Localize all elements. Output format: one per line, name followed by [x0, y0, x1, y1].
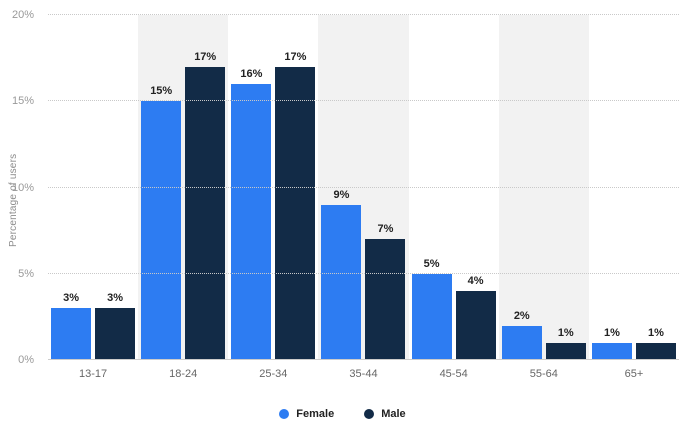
bar-group-25-34: 16% 17%: [231, 15, 316, 360]
legend-label-male: Male: [381, 408, 406, 420]
x-tick-label-13-17: 13-17: [79, 368, 108, 380]
bar-slot-female-25-34: 16%: [231, 15, 272, 360]
bar-value-label: 15%: [150, 85, 173, 98]
y-tick-label-15: 15%: [11, 95, 34, 108]
bar-female-18-24[interactable]: [141, 101, 182, 360]
gridline-20: [48, 14, 679, 15]
bar-slot-female-13-17: 3%: [51, 15, 92, 360]
bar-slot-female-45-54: 5%: [411, 15, 452, 360]
plot-area: 3% 3% 15% 17% 16% 17% 9% 7% 5% 4% 2% 1% 1% 1%: [48, 14, 679, 360]
y-tick-label-5: 5%: [18, 267, 34, 280]
bar-slot-male-25-34: 17%: [275, 15, 316, 360]
legend-label-female: Female: [296, 408, 335, 420]
bar-female-13-17[interactable]: [51, 308, 92, 360]
bar-value-label: 1%: [647, 326, 664, 339]
bar-female-35-44[interactable]: [321, 204, 362, 360]
bar-slot-male-65+: 1%: [635, 15, 676, 360]
x-tick-label-25-34: 25-34: [259, 368, 288, 380]
bar-value-label: 5%: [423, 257, 440, 270]
category-column-25-34: 16% 17%: [228, 15, 318, 360]
bar-value-label: 3%: [63, 292, 80, 305]
bar-value-label: 4%: [467, 275, 484, 287]
bar-group-55-64: 2% 1%: [501, 15, 586, 360]
y-axis-ticks: 0% 5% 10% 15% 20%: [0, 9, 42, 366]
y-tick-label-10: 10%: [11, 181, 34, 194]
bar-group-18-24: 15% 17%: [141, 15, 226, 360]
bar-female-45-54[interactable]: [411, 273, 452, 360]
category-column-18-24: 15% 17%: [138, 15, 229, 360]
bar-male-55-64[interactable]: [545, 342, 586, 360]
bar-female-25-34[interactable]: [231, 84, 272, 360]
category-column-35-44: 9% 7%: [318, 15, 409, 360]
legend-marker-female: [279, 409, 290, 419]
bar-male-13-17[interactable]: [95, 308, 136, 360]
bar-value-label: 2%: [513, 309, 530, 322]
x-axis-baseline: [48, 359, 679, 360]
x-tick-label-35-44: 35-44: [349, 368, 378, 380]
bar-slot-male-55-64: 1%: [545, 15, 586, 360]
bar-slot-female-65+: 1%: [591, 15, 632, 360]
legend-item-male[interactable]: Male: [364, 408, 406, 420]
bar-group-35-44: 9% 7%: [321, 15, 406, 360]
bar-male-18-24[interactable]: [185, 66, 226, 360]
bar-value-label: 16%: [240, 68, 263, 80]
gridline-5: [48, 272, 679, 274]
bar-male-25-34[interactable]: [275, 66, 316, 360]
bar-value-label: 17%: [194, 50, 217, 63]
category-column-55-64: 2% 1%: [498, 15, 589, 360]
bar-value-label: 7%: [377, 223, 394, 236]
bar-value-label: 1%: [557, 326, 574, 339]
bar-value-label: 1%: [603, 326, 620, 339]
x-axis-labels: 13-17 18-24 25-34 35-44 45-54 55-64 65+: [48, 368, 679, 384]
x-tick-label-65+: 65+: [624, 368, 644, 380]
bar-value-label: 17%: [284, 50, 307, 63]
bar-slot-male-18-24: 17%: [185, 15, 226, 360]
bar-female-55-64[interactable]: [501, 325, 542, 360]
x-tick-label-55-64: 55-64: [529, 368, 558, 380]
bar-value-label: 9%: [333, 188, 350, 201]
legend: Female Male: [0, 404, 685, 424]
bar-group-65+: 1% 1%: [591, 15, 676, 360]
bar-group-45-54: 5% 4%: [411, 15, 496, 360]
bar-male-65+[interactable]: [635, 342, 676, 360]
legend-marker-male: [364, 409, 375, 419]
bar-slot-male-13-17: 3%: [95, 15, 136, 360]
legend-item-female[interactable]: Female: [279, 408, 334, 420]
gridline-15: [48, 100, 679, 102]
bar-value-label: 3%: [107, 292, 124, 305]
bar-slot-female-35-44: 9%: [321, 15, 362, 360]
bar-slot-female-55-64: 2%: [501, 15, 542, 360]
category-column-45-54: 5% 4%: [409, 15, 499, 360]
bar-slot-male-45-54: 4%: [455, 15, 496, 360]
bar-male-45-54[interactable]: [455, 291, 496, 360]
gridline-10: [48, 186, 679, 188]
x-tick-label-18-24: 18-24: [169, 368, 198, 380]
bar-female-65+[interactable]: [591, 342, 632, 360]
category-column-65+: 1% 1%: [589, 15, 679, 360]
bar-group-13-17: 3% 3%: [51, 15, 136, 360]
bar-slot-female-18-24: 15%: [141, 15, 182, 360]
bar-male-35-44[interactable]: [365, 239, 406, 360]
y-tick-label-20: 20%: [11, 9, 34, 21]
y-tick-label-0: 0%: [18, 354, 34, 366]
x-tick-label-45-54: 45-54: [439, 368, 468, 380]
bar-slot-male-35-44: 7%: [365, 15, 406, 360]
category-column-13-17: 3% 3%: [48, 15, 138, 360]
